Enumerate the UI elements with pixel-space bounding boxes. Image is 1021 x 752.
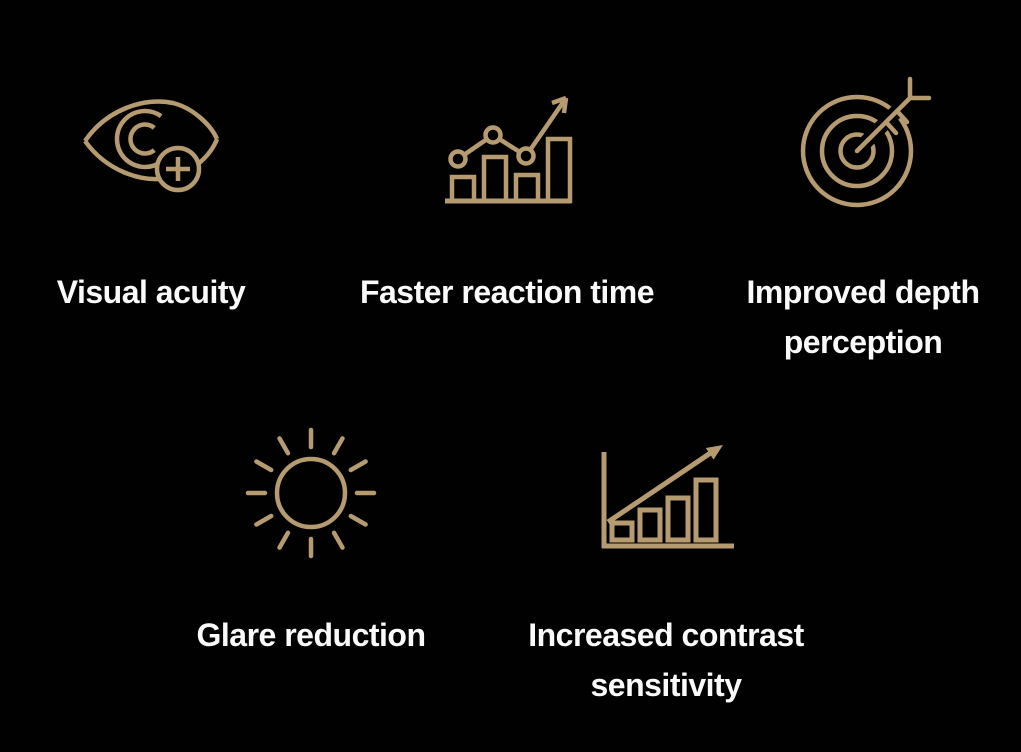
benefit-glare-reduction: Glare reduction: [161, 420, 461, 660]
target-arrow-icon: [793, 75, 933, 215]
benefit-label: Improved depth perception: [746, 274, 980, 360]
line-bar-chart-arrow-icon: [440, 75, 575, 215]
sun-rays: [245, 427, 377, 558]
benefit-visual-acuity: Visual acuity: [1, 75, 301, 317]
benefit-label: Visual acuity: [56, 274, 246, 310]
benefit-improved-depth-perception: Improved depth perception: [703, 75, 1021, 367]
benefit-increased-contrast-sensitivity: Increased contrast sensitivity: [506, 420, 826, 710]
rising-bars-arrow-icon: [596, 420, 736, 565]
benefit-label: Glare reduction: [196, 617, 427, 653]
benefit-faster-reaction-time: Faster reaction time: [327, 75, 687, 317]
sun-icon: [241, 420, 381, 565]
eye-plus-icon: [81, 75, 221, 215]
benefit-label: Increased contrast sensitivity: [528, 617, 804, 703]
benefit-label: Faster reaction time: [359, 274, 655, 310]
